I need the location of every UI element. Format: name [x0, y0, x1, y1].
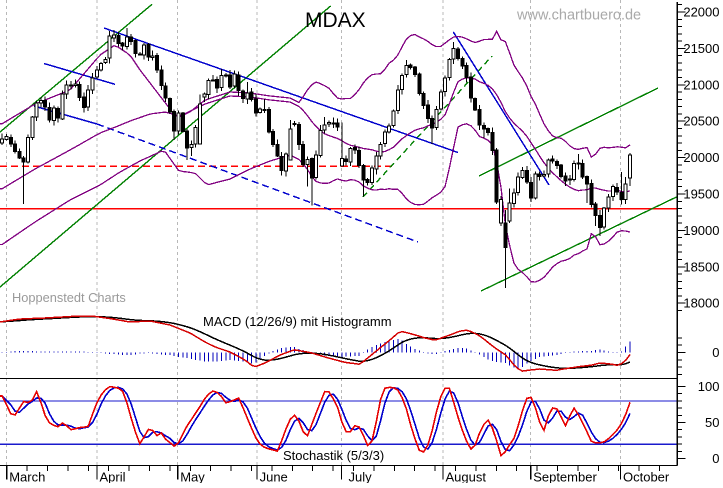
svg-text:October: October — [623, 470, 670, 484]
svg-text:20000: 20000 — [683, 150, 719, 165]
svg-text:18500: 18500 — [683, 259, 719, 274]
svg-text:19500: 19500 — [683, 187, 719, 202]
svg-text:May: May — [180, 470, 205, 484]
svg-text:www.chartbuero.de: www.chartbuero.de — [516, 8, 641, 24]
svg-text:March: March — [9, 470, 45, 484]
svg-text:22000: 22000 — [683, 5, 719, 20]
svg-text:21500: 21500 — [683, 41, 719, 56]
svg-text:August: August — [446, 470, 487, 484]
svg-text:50: 50 — [705, 415, 719, 430]
svg-text:18000: 18000 — [683, 296, 719, 311]
svg-text:0: 0 — [712, 345, 719, 360]
svg-text:19000: 19000 — [683, 223, 719, 238]
svg-text:Stochastik (5/3/3): Stochastik (5/3/3) — [283, 448, 384, 463]
svg-text:100: 100 — [698, 379, 720, 394]
svg-text:April: April — [100, 470, 126, 484]
svg-text:June: June — [260, 470, 288, 484]
svg-text:September: September — [533, 470, 597, 484]
svg-text:MDAX: MDAX — [305, 9, 366, 32]
svg-text:MACD (12/26/9) mit Histogramm: MACD (12/26/9) mit Histogramm — [203, 314, 392, 329]
svg-text:0: 0 — [712, 451, 719, 466]
svg-text:20500: 20500 — [683, 114, 719, 129]
svg-text:July: July — [349, 470, 373, 484]
svg-text:21000: 21000 — [683, 77, 719, 92]
svg-text:Hoppenstedt Charts: Hoppenstedt Charts — [12, 290, 126, 305]
